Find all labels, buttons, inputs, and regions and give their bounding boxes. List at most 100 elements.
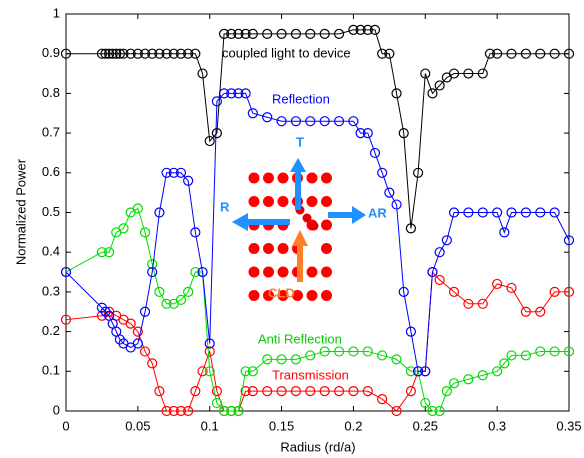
crystal-rod bbox=[321, 196, 332, 207]
data-point bbox=[535, 48, 546, 59]
data-point bbox=[448, 378, 460, 389]
data-point bbox=[377, 393, 388, 405]
data-point bbox=[506, 350, 517, 361]
data-point bbox=[384, 48, 395, 59]
data-point bbox=[427, 266, 438, 278]
y-axis-label: Normalized Power bbox=[13, 158, 28, 265]
data-point bbox=[355, 24, 366, 35]
data-point bbox=[420, 68, 431, 79]
data-point bbox=[190, 227, 201, 238]
data-point bbox=[477, 370, 488, 381]
data-point bbox=[211, 386, 222, 397]
data-point bbox=[520, 350, 531, 361]
data-point bbox=[448, 68, 460, 79]
data-point bbox=[183, 405, 194, 417]
data-point bbox=[420, 397, 431, 409]
data-point bbox=[477, 68, 488, 79]
data-point bbox=[197, 366, 208, 377]
y-tick-label: 0.6 bbox=[42, 164, 60, 179]
data-point bbox=[535, 207, 546, 218]
crystal-rod bbox=[306, 266, 318, 278]
data-point bbox=[305, 28, 316, 39]
arrow-t bbox=[290, 158, 306, 210]
data-point bbox=[276, 116, 287, 127]
annotation: T bbox=[296, 134, 304, 149]
y-tick-label: 1 bbox=[53, 5, 60, 20]
data-point bbox=[377, 48, 388, 59]
data-point bbox=[369, 147, 381, 159]
data-point bbox=[262, 354, 273, 365]
data-point bbox=[492, 278, 503, 290]
data-point bbox=[305, 386, 316, 397]
data-point bbox=[405, 223, 417, 234]
data-point bbox=[290, 28, 302, 39]
data-point bbox=[204, 135, 215, 147]
data-point bbox=[107, 48, 118, 59]
data-point bbox=[391, 199, 402, 210]
data-point bbox=[276, 354, 287, 365]
data-point bbox=[262, 386, 273, 397]
data-point bbox=[233, 88, 244, 99]
data-point bbox=[154, 286, 165, 297]
data-point bbox=[484, 48, 496, 59]
data-point bbox=[175, 405, 187, 417]
annotation: Anti Reflection bbox=[258, 331, 342, 346]
x-tick-label: 0 bbox=[62, 418, 69, 433]
data-point bbox=[333, 346, 345, 357]
data-point bbox=[448, 207, 460, 218]
data-point bbox=[427, 88, 438, 99]
annotation: AR bbox=[368, 205, 387, 220]
data-point bbox=[441, 235, 452, 246]
defect-rod bbox=[302, 213, 312, 223]
crystal-rod bbox=[306, 196, 318, 207]
data-point bbox=[226, 88, 237, 99]
arrow-cld bbox=[292, 230, 308, 282]
data-point bbox=[463, 68, 474, 79]
series-line bbox=[66, 29, 569, 229]
data-point bbox=[175, 48, 187, 59]
data-point bbox=[499, 227, 510, 238]
data-point bbox=[147, 358, 158, 369]
crystal-rod bbox=[277, 266, 289, 278]
data-point bbox=[118, 223, 129, 234]
y-tick-label: 0.7 bbox=[42, 125, 60, 140]
data-point bbox=[369, 24, 381, 35]
arrow-r bbox=[232, 213, 290, 231]
crystal-rod bbox=[248, 243, 260, 254]
data-point bbox=[506, 48, 517, 59]
data-point bbox=[563, 48, 575, 59]
y-tick-label: 0.3 bbox=[42, 283, 60, 298]
data-point bbox=[226, 28, 237, 39]
data-point bbox=[60, 314, 72, 325]
data-point bbox=[161, 167, 172, 178]
data-point bbox=[290, 386, 302, 397]
data-point bbox=[499, 358, 510, 369]
data-point bbox=[319, 28, 330, 39]
series-line bbox=[65, 207, 569, 412]
data-point bbox=[492, 48, 503, 59]
x-tick-label: 0.05 bbox=[125, 418, 150, 433]
data-point bbox=[247, 386, 258, 397]
data-point bbox=[441, 386, 452, 397]
data-point bbox=[226, 405, 237, 417]
data-point bbox=[168, 405, 179, 417]
data-point bbox=[161, 405, 172, 417]
data-point bbox=[240, 88, 251, 99]
data-point bbox=[104, 247, 115, 258]
data-point bbox=[132, 338, 143, 349]
data-point bbox=[405, 386, 417, 397]
crystal-rod bbox=[263, 266, 274, 278]
data-point bbox=[190, 266, 201, 278]
data-point bbox=[104, 48, 115, 59]
data-point bbox=[549, 207, 560, 218]
annotation: coupled light to device bbox=[222, 45, 351, 60]
data-point bbox=[240, 366, 251, 377]
annotation: CLD bbox=[268, 285, 295, 300]
data-point bbox=[492, 366, 503, 377]
data-point bbox=[139, 48, 151, 59]
data-point bbox=[290, 116, 302, 127]
data-point bbox=[448, 286, 460, 297]
data-point bbox=[563, 286, 575, 297]
data-point bbox=[398, 128, 409, 139]
x-tick-label: 0.35 bbox=[556, 418, 581, 433]
